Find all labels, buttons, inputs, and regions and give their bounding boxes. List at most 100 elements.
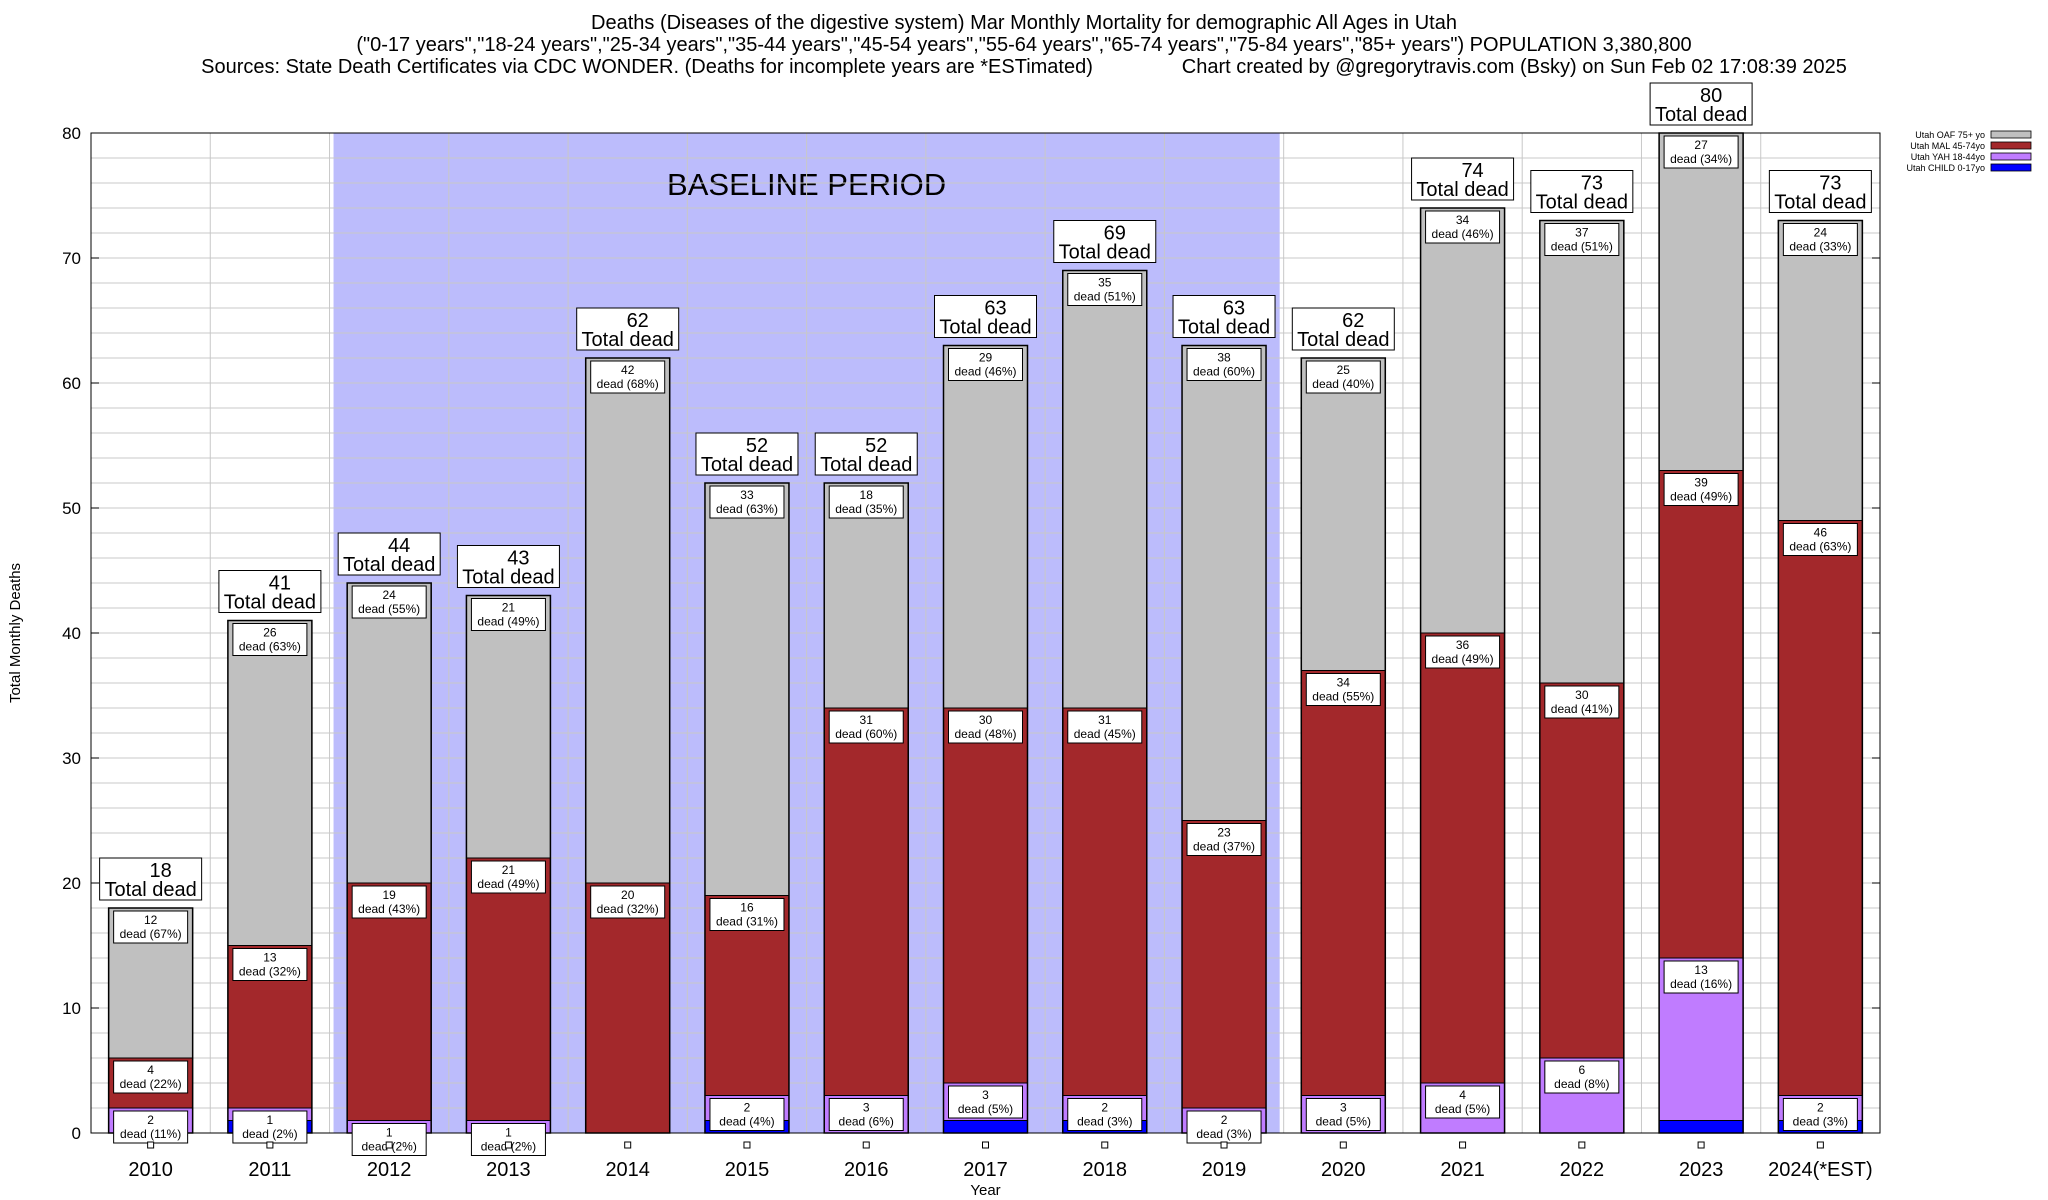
- bar-segment: [943, 345, 1028, 709]
- segment-count-label: 23: [1217, 826, 1231, 840]
- bar-segment: [585, 882, 671, 1134]
- segment-label-box: [113, 1110, 189, 1144]
- segment-count-label: 30: [979, 713, 993, 727]
- segment-pct-label: dead (16%): [1670, 977, 1732, 991]
- segment-count-label: 1: [267, 1113, 274, 1127]
- segment-pct-label: dead (41%): [1551, 702, 1613, 716]
- segment-pct-label: dead (37%): [1193, 840, 1255, 854]
- segment-label-box: [590, 885, 666, 919]
- segment-pct-label: dead (6%): [839, 1115, 894, 1129]
- segment-count-label: 21: [502, 863, 516, 877]
- segment-count-label: 20: [621, 888, 635, 902]
- y-tick-label: 30: [62, 749, 81, 768]
- bar-outline: [1658, 132, 1744, 1134]
- total-label-box: [218, 570, 322, 613]
- total-dead-label: Total dead: [820, 454, 912, 476]
- segment-pct-label: dead (5%): [1316, 1115, 1371, 1129]
- total-count-label: 62: [1342, 310, 1364, 332]
- total-label-box: [1768, 170, 1872, 213]
- segment-pct-label: dead (33%): [1789, 240, 1851, 254]
- segment-count-label: 33: [740, 488, 754, 502]
- segment-pct-label: dead (43%): [358, 902, 420, 916]
- segment-count-label: 13: [263, 951, 277, 965]
- segment-pct-label: dead (22%): [120, 1077, 182, 1091]
- y-tick-label: 20: [62, 874, 81, 893]
- base-marker: [1459, 1141, 1467, 1149]
- segment-count-label: 13: [1694, 963, 1708, 977]
- base-marker: [1220, 1141, 1228, 1149]
- segment-label-box: [351, 1123, 427, 1156]
- bar-segment: [1658, 470, 1744, 959]
- segment-count-label: 27: [1694, 138, 1708, 152]
- total-dead-label: Total dead: [582, 329, 674, 351]
- segment-pct-label: dead (51%): [1551, 240, 1613, 254]
- base-marker: [862, 1141, 870, 1149]
- total-dead-label: Total dead: [1297, 329, 1389, 351]
- segment-label-box: [1186, 823, 1262, 856]
- bar-segment: [943, 1120, 1028, 1134]
- segment-pct-label: dead (4%): [719, 1115, 774, 1129]
- base-marker: [624, 1141, 632, 1149]
- bar-segment: [465, 595, 551, 859]
- segment-label-box: [709, 898, 785, 931]
- segment-label-box: [1305, 673, 1381, 706]
- segment-pct-label: dead (11%): [120, 1127, 181, 1141]
- total-label-box: [1649, 82, 1753, 126]
- segment-count-label: 35: [1098, 276, 1112, 290]
- total-label-box: [1411, 157, 1515, 201]
- base-marker: [1578, 1141, 1586, 1149]
- segment-label-box: [709, 485, 785, 519]
- total-count-label: 41: [269, 573, 291, 595]
- total-count-label: 52: [746, 435, 768, 457]
- total-count-label: 73: [1581, 173, 1603, 195]
- segment-count-label: 12: [144, 913, 158, 927]
- segment-label-box: [1067, 273, 1143, 306]
- total-count-label: 63: [1223, 298, 1245, 320]
- base-marker: [1339, 1141, 1347, 1149]
- x-tick-label: 2011: [248, 1159, 291, 1181]
- bar-segment: [1539, 682, 1625, 1059]
- segment-count-label: 42: [621, 363, 635, 377]
- total-label-box: [1291, 307, 1395, 351]
- segment-label-box: [351, 885, 427, 919]
- y-tick-label: 80: [62, 124, 81, 143]
- x-tick-label: 2016: [844, 1159, 889, 1181]
- x-tick-label: 2024(*EST): [1768, 1159, 1873, 1181]
- segment-label-box: [828, 710, 904, 744]
- bar-segment: [1300, 357, 1386, 671]
- segment-count-label: 18: [860, 488, 874, 502]
- y-tick-label: 40: [62, 624, 81, 643]
- segment-label-box: [1305, 360, 1381, 394]
- segment-count-label: 29: [979, 351, 993, 365]
- segment-count-label: 2: [744, 1101, 751, 1115]
- bar-segment: [1777, 520, 1863, 1096]
- total-label-box: [1530, 170, 1634, 213]
- segment-pct-label: dead (45%): [1074, 727, 1136, 741]
- total-count-label: 18: [150, 860, 172, 882]
- segment-label-box: [1186, 1110, 1262, 1144]
- y-tick-label: 0: [72, 1124, 81, 1143]
- segment-count-label: 2: [1221, 1113, 1228, 1127]
- bar-outline: [942, 344, 1029, 1134]
- segment-label-box: [1663, 473, 1739, 506]
- total-count-label: 43: [507, 548, 529, 570]
- y-tick-label: 50: [62, 499, 81, 518]
- total-dead-label: Total dead: [701, 454, 793, 476]
- segment-label-box: [1067, 710, 1143, 744]
- total-count-label: 74: [1461, 160, 1483, 182]
- segment-count-label: 1: [386, 1126, 393, 1140]
- total-count-label: 63: [984, 298, 1006, 320]
- segment-label-box: [232, 1110, 308, 1144]
- bar-outline: [1539, 219, 1625, 1134]
- segment-count-label: 34: [1337, 676, 1351, 690]
- segment-pct-label: dead (32%): [239, 965, 301, 979]
- base-marker: [1697, 1141, 1705, 1149]
- bar-segment: [1658, 1120, 1744, 1134]
- segment-pct-label: dead (55%): [1312, 690, 1374, 704]
- segment-count-label: 4: [1459, 1088, 1466, 1102]
- bar-segment: [1777, 220, 1863, 521]
- bar-segment: [1420, 207, 1506, 634]
- x-tick-label: 2019: [1202, 1159, 1247, 1181]
- segment-pct-label: dead (48%): [954, 727, 1016, 741]
- bar-outline: [1419, 207, 1506, 1134]
